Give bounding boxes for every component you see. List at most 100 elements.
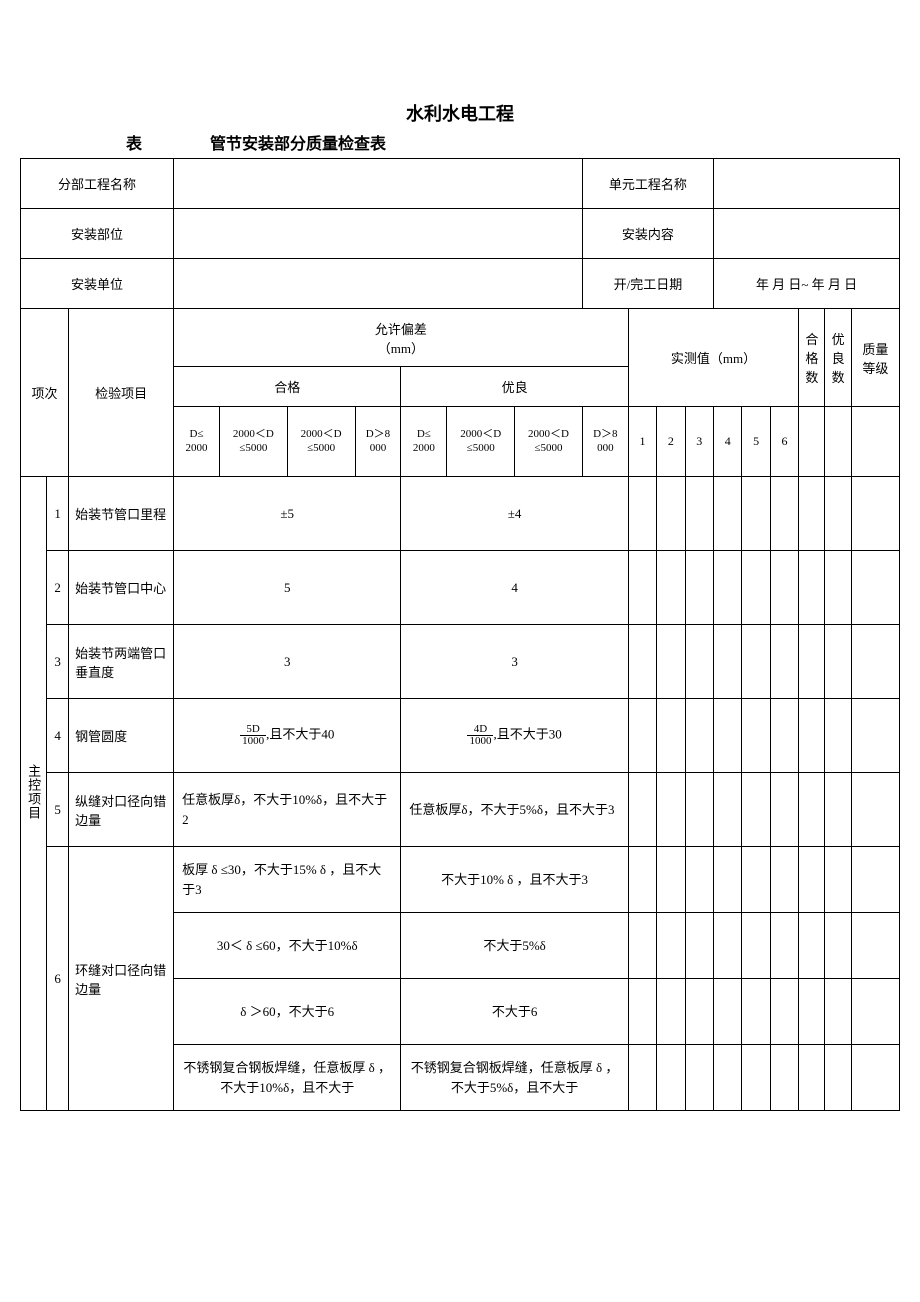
item-name: 始装节管口中心 [69, 551, 174, 625]
youliang-count [825, 1045, 851, 1111]
tol-hg: 30＜ δ ≤60，不大于10%δ [174, 913, 401, 979]
grade [851, 699, 899, 773]
hdr-fenbu-value [174, 159, 583, 209]
meas [714, 699, 742, 773]
d-range: D＞8000 [582, 407, 628, 477]
meas [628, 979, 656, 1045]
meas [714, 979, 742, 1045]
meas-col: 4 [714, 407, 742, 477]
meas [685, 625, 713, 699]
d-range: D＞8000 [355, 407, 401, 477]
meas-col: 2 [657, 407, 685, 477]
meas [770, 979, 798, 1045]
row-num: 6 [47, 847, 69, 1111]
grade [851, 1045, 899, 1111]
hege-count [799, 699, 825, 773]
meas [685, 551, 713, 625]
meas [770, 551, 798, 625]
tol-yl: 任意板厚δ，不大于5%δ，且不大于3 [401, 773, 628, 847]
meas [714, 477, 742, 551]
youliang-count [825, 699, 851, 773]
meas [685, 847, 713, 913]
row-num: 2 [47, 551, 69, 625]
tol-hg: 不锈钢复合钢板焊缝，任意板厚 δ ，不大于10%δ，且不大于 [174, 1045, 401, 1111]
grade [851, 847, 899, 913]
meas [770, 847, 798, 913]
row-num: 4 [47, 699, 69, 773]
d-range: 2000＜D≤5000 [447, 407, 515, 477]
blank [851, 407, 899, 477]
subtitle: 管节安装部分质量检查表 [210, 136, 386, 153]
grade [851, 913, 899, 979]
meas [657, 1045, 685, 1111]
meas [742, 1045, 770, 1111]
main-title: 水利水电工程 [20, 100, 900, 126]
item-name: 钢管圆度 [69, 699, 174, 773]
meas-col: 1 [628, 407, 656, 477]
hege-count [799, 551, 825, 625]
meas [685, 773, 713, 847]
hege-count [799, 773, 825, 847]
d-range: D≤2000 [401, 407, 447, 477]
tol-yl: 不大于10% δ ，且不大于3 [401, 847, 628, 913]
meas [685, 699, 713, 773]
group-label: 主控项目 [21, 477, 47, 1111]
meas [628, 1045, 656, 1111]
row-num: 1 [47, 477, 69, 551]
col-youliangshu: 优良数 [825, 309, 851, 407]
item-name: 纵缝对口径向错边量 [69, 773, 174, 847]
tol-yl: ±4 [401, 477, 628, 551]
tol-hg: 5 [174, 551, 401, 625]
col-hegeshu: 合格数 [799, 309, 825, 407]
meas [628, 913, 656, 979]
tol-yl: 4D1000,且不大于30 [401, 699, 628, 773]
grade [851, 625, 899, 699]
meas-col: 5 [742, 407, 770, 477]
meas [685, 913, 713, 979]
col-zhiliang: 质量等级 [851, 309, 899, 407]
meas [657, 699, 685, 773]
tol-yl: 不大于5%δ [401, 913, 628, 979]
meas [657, 477, 685, 551]
meas [714, 913, 742, 979]
meas [742, 847, 770, 913]
col-jianyan: 检验项目 [69, 309, 174, 477]
meas [628, 477, 656, 551]
row-num: 5 [47, 773, 69, 847]
quality-table: 分部工程名称 单元工程名称 安装部位 安装内容 安装单位 开/完工日期 年 月 … [20, 158, 900, 1111]
hdr-danyuan-label: 单元工程名称 [582, 159, 713, 209]
hege-count [799, 625, 825, 699]
meas [657, 847, 685, 913]
meas [714, 847, 742, 913]
hege-count [799, 477, 825, 551]
item-name: 环缝对口径向错边量 [69, 847, 174, 1111]
meas [657, 913, 685, 979]
subtitle-row: 表 管节安装部分质量检查表 [20, 130, 900, 154]
hege-count [799, 1045, 825, 1111]
youliang-count [825, 625, 851, 699]
grade [851, 979, 899, 1045]
meas [742, 913, 770, 979]
meas [742, 551, 770, 625]
tol-hg: 5D1000,且不大于40 [174, 699, 401, 773]
meas [770, 625, 798, 699]
meas [657, 625, 685, 699]
d-range: D≤2000 [174, 407, 220, 477]
hdr-date-value: 年 月 日~ 年 月 日 [714, 259, 900, 309]
meas [714, 773, 742, 847]
youliang-count [825, 913, 851, 979]
meas [657, 551, 685, 625]
meas [628, 773, 656, 847]
meas [685, 979, 713, 1045]
hdr-neirong-value [714, 209, 900, 259]
youliang-count [825, 979, 851, 1045]
youliang-count [825, 773, 851, 847]
grade [851, 477, 899, 551]
meas [770, 1045, 798, 1111]
tol-yl: 不锈钢复合钢板焊缝，任意板厚 δ ，不大于5%δ，且不大于 [401, 1045, 628, 1111]
tol-hg: 板厚 δ ≤30，不大于15% δ ，且不大于3 [174, 847, 401, 913]
col-xiangci: 项次 [21, 309, 69, 477]
meas [628, 847, 656, 913]
d-range: 2000＜D≤5000 [515, 407, 583, 477]
tol-hg: δ ＞60，不大于6 [174, 979, 401, 1045]
